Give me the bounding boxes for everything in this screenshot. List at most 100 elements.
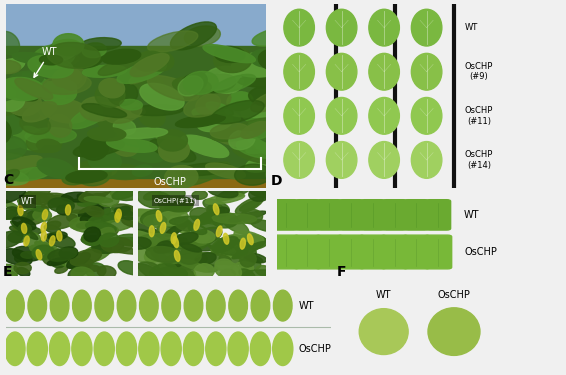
Ellipse shape	[194, 219, 199, 230]
Ellipse shape	[184, 91, 231, 117]
Ellipse shape	[112, 187, 139, 199]
Ellipse shape	[235, 164, 272, 185]
Ellipse shape	[15, 78, 53, 99]
FancyBboxPatch shape	[338, 200, 363, 230]
Ellipse shape	[284, 9, 314, 46]
Ellipse shape	[12, 217, 36, 230]
Ellipse shape	[125, 221, 158, 238]
Ellipse shape	[83, 65, 127, 77]
Ellipse shape	[68, 264, 90, 278]
Ellipse shape	[137, 233, 170, 252]
Ellipse shape	[32, 245, 54, 260]
Ellipse shape	[216, 183, 254, 201]
Ellipse shape	[245, 150, 293, 172]
Ellipse shape	[211, 100, 264, 124]
Ellipse shape	[0, 58, 25, 74]
Ellipse shape	[144, 214, 167, 228]
Ellipse shape	[0, 161, 35, 185]
Ellipse shape	[18, 199, 49, 212]
FancyBboxPatch shape	[295, 200, 320, 230]
Ellipse shape	[158, 213, 187, 228]
Ellipse shape	[62, 192, 94, 202]
Ellipse shape	[179, 250, 201, 264]
Ellipse shape	[0, 32, 20, 55]
Ellipse shape	[241, 122, 268, 138]
Ellipse shape	[195, 253, 216, 265]
Text: OsCHP: OsCHP	[298, 344, 332, 354]
Ellipse shape	[14, 262, 31, 274]
Ellipse shape	[10, 167, 51, 181]
Ellipse shape	[0, 119, 11, 144]
Ellipse shape	[88, 150, 121, 171]
Ellipse shape	[249, 188, 269, 201]
Ellipse shape	[72, 290, 91, 321]
Ellipse shape	[237, 236, 268, 249]
FancyBboxPatch shape	[426, 200, 451, 230]
Ellipse shape	[137, 230, 158, 242]
Ellipse shape	[235, 197, 263, 214]
Ellipse shape	[273, 332, 293, 366]
Ellipse shape	[177, 222, 192, 233]
Ellipse shape	[165, 221, 190, 236]
Ellipse shape	[185, 26, 220, 46]
Ellipse shape	[81, 38, 121, 50]
Ellipse shape	[131, 105, 183, 116]
Ellipse shape	[27, 332, 48, 366]
Ellipse shape	[116, 209, 121, 219]
Ellipse shape	[0, 187, 26, 203]
FancyBboxPatch shape	[361, 200, 385, 230]
Ellipse shape	[45, 233, 75, 248]
Ellipse shape	[0, 210, 27, 219]
Ellipse shape	[161, 200, 193, 215]
Ellipse shape	[102, 212, 125, 222]
Ellipse shape	[231, 262, 254, 276]
Ellipse shape	[243, 253, 267, 263]
Ellipse shape	[178, 76, 203, 96]
Ellipse shape	[165, 256, 182, 268]
Ellipse shape	[369, 9, 400, 46]
Ellipse shape	[86, 206, 104, 217]
Ellipse shape	[369, 53, 400, 90]
Ellipse shape	[154, 211, 188, 226]
Ellipse shape	[157, 225, 178, 237]
Ellipse shape	[25, 128, 76, 144]
Text: D: D	[271, 174, 282, 188]
Ellipse shape	[138, 264, 168, 284]
Text: E: E	[2, 265, 12, 279]
Ellipse shape	[181, 135, 229, 158]
Ellipse shape	[127, 246, 158, 263]
Ellipse shape	[8, 71, 44, 87]
Ellipse shape	[158, 196, 194, 210]
Ellipse shape	[181, 237, 215, 255]
Ellipse shape	[82, 43, 106, 58]
Ellipse shape	[43, 252, 62, 265]
Ellipse shape	[149, 139, 196, 162]
FancyBboxPatch shape	[359, 235, 386, 269]
Ellipse shape	[72, 332, 92, 366]
Ellipse shape	[0, 108, 23, 134]
Ellipse shape	[241, 209, 263, 224]
Ellipse shape	[80, 97, 115, 121]
Ellipse shape	[76, 223, 92, 228]
Ellipse shape	[220, 269, 235, 279]
Text: WT: WT	[34, 47, 58, 77]
Ellipse shape	[175, 114, 225, 128]
Ellipse shape	[235, 234, 265, 246]
FancyBboxPatch shape	[382, 200, 407, 230]
Text: WT: WT	[298, 301, 314, 310]
Ellipse shape	[21, 252, 35, 258]
Ellipse shape	[41, 231, 46, 241]
Ellipse shape	[7, 85, 38, 101]
Ellipse shape	[170, 253, 207, 270]
Ellipse shape	[170, 232, 211, 248]
Bar	[6, 173, 266, 188]
FancyBboxPatch shape	[404, 200, 429, 230]
Ellipse shape	[120, 99, 143, 110]
Ellipse shape	[78, 194, 105, 206]
Ellipse shape	[192, 190, 207, 200]
Ellipse shape	[119, 206, 137, 216]
Ellipse shape	[133, 209, 156, 224]
Ellipse shape	[88, 127, 126, 141]
Ellipse shape	[107, 247, 144, 254]
Ellipse shape	[104, 100, 142, 123]
